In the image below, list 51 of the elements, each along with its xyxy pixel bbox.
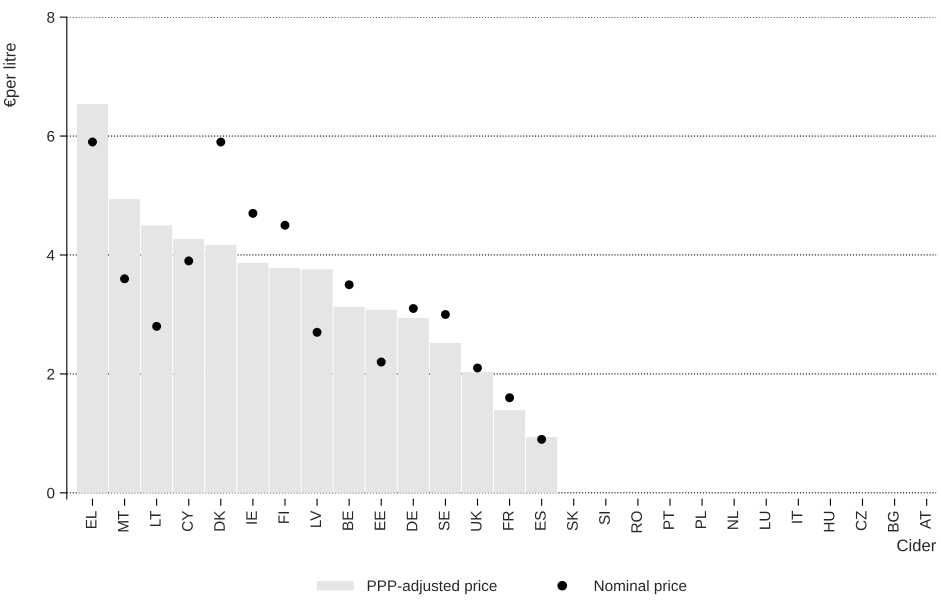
x-tick-label: SE — [438, 511, 450, 530]
x-tick-label: CZ — [856, 511, 867, 530]
x-tick-label: IE — [246, 511, 257, 524]
point — [88, 138, 97, 147]
x-tick-label: DE — [406, 511, 418, 531]
point — [120, 274, 130, 284]
x-tick-label: FI — [278, 512, 289, 523]
legend-label: Nominal price — [594, 580, 686, 594]
point — [440, 310, 450, 319]
x-tick-label: CY — [182, 510, 193, 532]
y-tick-label: 4 — [46, 250, 55, 261]
point — [537, 434, 546, 444]
x-tick-label: LV — [310, 510, 322, 527]
x-tick-label: BG — [888, 512, 899, 532]
point — [248, 208, 258, 218]
x-tick-label: FR — [503, 511, 514, 530]
x-tick-label: SK — [567, 510, 578, 530]
point — [408, 304, 418, 313]
x-tick-label: EE — [374, 511, 386, 530]
point — [376, 358, 386, 367]
point — [312, 328, 322, 337]
x-tick-label: SI — [599, 512, 610, 524]
x-tick-label: PL — [696, 511, 706, 528]
point — [472, 363, 482, 372]
legend-label: PPP-adjusted price — [368, 580, 497, 594]
x-tick-label: RO — [631, 511, 642, 532]
x-tick-label: LT — [150, 510, 161, 526]
y-tick-label: 8 — [47, 12, 54, 23]
x-tick-label: UK — [470, 510, 482, 531]
x-tick-label: AT — [920, 510, 931, 529]
x-tick-label: BE — [342, 511, 354, 530]
x-tick-label: NL — [728, 511, 738, 529]
y-tick-label: 0 — [47, 488, 54, 499]
x-tick-label: MT — [118, 510, 129, 532]
x-axis-title: Cider — [897, 539, 936, 552]
x-tick-label: PT — [663, 510, 674, 529]
point — [184, 256, 194, 266]
point — [216, 138, 226, 147]
point — [152, 322, 162, 331]
point — [344, 280, 354, 290]
y-tick-label: 2 — [47, 368, 54, 380]
x-tick-label: DK — [214, 510, 225, 531]
x-tick-label: IT — [792, 510, 802, 523]
y-tick-label: 6 — [47, 130, 54, 142]
point — [280, 220, 290, 230]
point — [505, 393, 514, 402]
y-axis-title: €per litre — [3, 43, 19, 108]
x-tick-label: EL — [86, 511, 96, 528]
x-tick-label: HU — [824, 512, 835, 532]
x-tick-label: LU — [760, 512, 770, 529]
x-tick-label: ES — [534, 511, 546, 530]
